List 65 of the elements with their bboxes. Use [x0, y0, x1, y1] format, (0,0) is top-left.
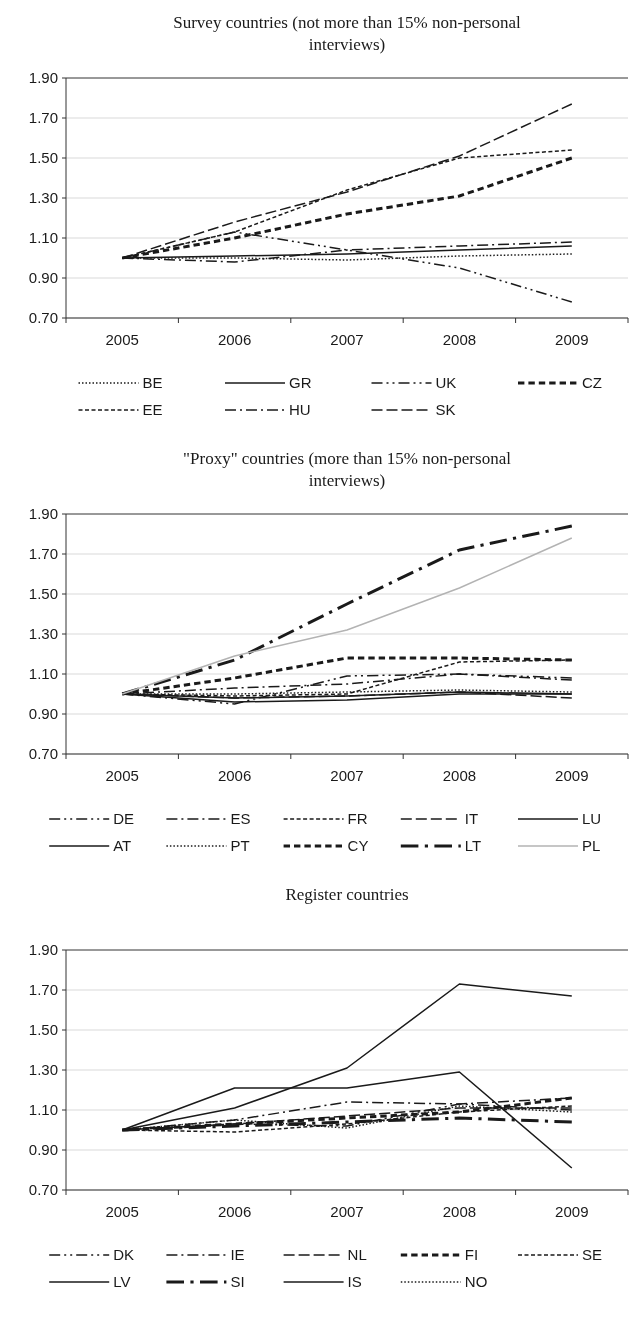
x-tick-label: 2008: [442, 1203, 477, 1220]
y-tick-label: 0.90: [28, 269, 58, 287]
x-tick-label: 2005: [105, 331, 139, 348]
x-tick-label: 2008: [442, 767, 477, 784]
legend-label: UK: [435, 374, 457, 392]
x-tick-label: 2005: [105, 767, 139, 784]
legend-label: PL: [582, 837, 601, 855]
chart-title: "Proxy" countries (more than 15% non-personal interviews): [183, 449, 512, 490]
x-tick-label: 2007: [330, 331, 364, 348]
y-tick-label: 1.90: [28, 505, 58, 523]
legend-label: DE: [113, 810, 135, 828]
legend-label: HU: [289, 401, 311, 419]
legend-label: SK: [435, 401, 456, 419]
x-tick-label: 2009: [555, 1203, 589, 1220]
y-tick-label: 1.10: [28, 229, 58, 247]
legend-label: PT: [230, 837, 250, 855]
legend-label: LV: [113, 1273, 131, 1291]
legend-label: LT: [464, 837, 482, 855]
x-tick-label: 2009: [555, 767, 589, 784]
y-tick-label: 1.70: [28, 981, 58, 999]
x-tick-label: 2008: [442, 331, 477, 348]
legend-label: DK: [113, 1246, 135, 1264]
y-tick-label: 0.70: [28, 309, 58, 327]
legend-label: AT: [113, 837, 132, 855]
legend-label: BE: [142, 374, 163, 392]
x-tick-label: 2009: [555, 331, 589, 348]
y-tick-label: 1.30: [28, 189, 58, 207]
x-tick-label: 2007: [330, 1203, 364, 1220]
legend-label: LU: [582, 810, 602, 828]
chart-title: Survey countries (not more than 15% non-personal interviews): [173, 13, 522, 54]
y-tick-label: 1.90: [28, 69, 58, 87]
legend-label: ES: [230, 810, 251, 828]
y-tick-label: 0.70: [28, 1181, 58, 1199]
y-tick-label: 1.10: [28, 1101, 58, 1119]
y-tick-label: 1.10: [28, 665, 58, 683]
y-tick-label: 1.90: [28, 941, 58, 959]
y-tick-label: 1.70: [28, 109, 58, 127]
x-tick-label: 2006: [217, 1203, 252, 1220]
legend-label: FI: [464, 1246, 479, 1264]
x-tick-label: 2006: [217, 767, 252, 784]
legend-label: IT: [464, 810, 479, 828]
legend-label: EE: [142, 401, 163, 419]
x-tick-label: 2007: [330, 767, 364, 784]
y-tick-label: 1.50: [28, 585, 58, 603]
legend-label: NL: [347, 1246, 367, 1264]
legend-label: SE: [582, 1246, 603, 1264]
chart-title: Register countries: [285, 885, 409, 904]
legend-label: IS: [347, 1273, 362, 1291]
y-tick-label: 0.90: [28, 1141, 58, 1159]
y-tick-label: 1.70: [28, 545, 58, 563]
legend-label: FR: [347, 810, 368, 828]
x-tick-label: 2005: [105, 1203, 139, 1220]
y-tick-label: 1.50: [28, 149, 58, 167]
y-tick-label: 0.70: [28, 745, 58, 763]
legend-label: SI: [230, 1273, 245, 1291]
y-tick-label: 1.50: [28, 1021, 58, 1039]
y-tick-label: 1.30: [28, 625, 58, 643]
x-tick-label: 2006: [217, 331, 252, 348]
y-tick-label: 0.90: [28, 705, 58, 723]
legend-label: IE: [230, 1246, 245, 1264]
legend-label: NO: [464, 1273, 488, 1291]
legend-label: GR: [289, 374, 312, 392]
y-tick-label: 1.30: [28, 1061, 58, 1079]
legend-label: CZ: [582, 374, 602, 392]
legend-label: CY: [347, 837, 369, 855]
